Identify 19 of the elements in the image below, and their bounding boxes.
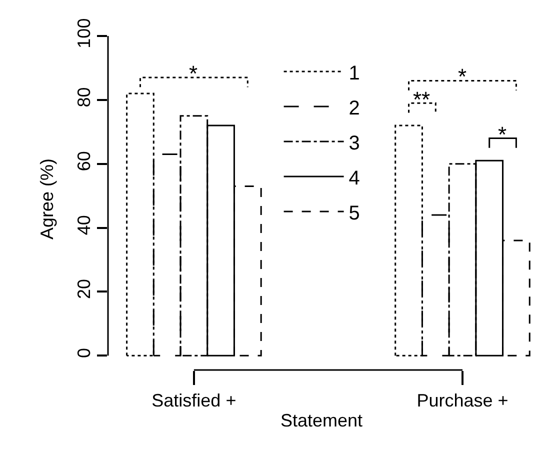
x-tick-label: Purchase + <box>416 390 508 411</box>
legend-label: 4 <box>348 167 360 190</box>
y-axis-title: Agree (%) <box>37 158 57 240</box>
x-axis-title: Statement <box>280 410 363 431</box>
annotation: * <box>189 61 198 86</box>
legend-label: 5 <box>348 202 360 224</box>
y-tick-label: 0 <box>74 348 94 358</box>
y-tick-label: 60 <box>74 151 94 172</box>
y-tick-label: 100 <box>74 18 94 48</box>
annotation: * <box>458 64 467 89</box>
annotation: * <box>498 122 507 147</box>
y-tick-label: 40 <box>74 215 94 236</box>
legend-label: 3 <box>348 132 360 154</box>
x-tick-label: Satisfied + <box>152 390 236 411</box>
y-tick-label: 80 <box>74 87 94 108</box>
legend-label: 1 <box>348 62 360 84</box>
annotation: ** <box>413 87 431 112</box>
legend-label: 2 <box>348 97 360 120</box>
y-tick-label: 20 <box>74 278 94 300</box>
